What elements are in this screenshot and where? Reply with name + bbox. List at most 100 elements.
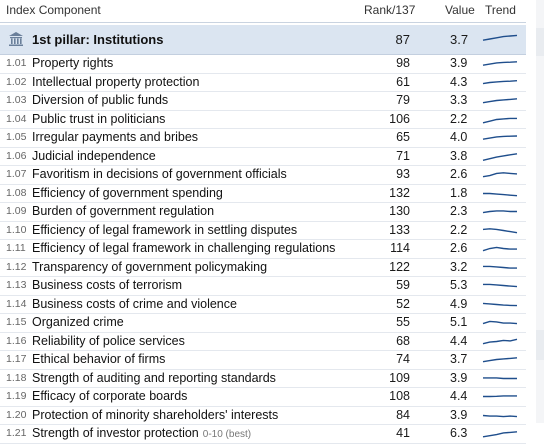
indicator-code: 1.17	[6, 353, 27, 365]
table-row[interactable]: 1.02 Intellectual property protection 61 4.…	[0, 74, 526, 92]
trend-line	[482, 227, 518, 233]
indicator-rank: 106	[389, 111, 410, 126]
trend-line	[482, 302, 518, 306]
indicator-value: 2.6	[450, 241, 468, 255]
trend-line	[482, 246, 517, 252]
indicator-code: 1.20	[6, 408, 27, 421]
indicator-code: 1.08	[6, 186, 27, 199]
trend-line	[482, 135, 518, 140]
table-row[interactable]: 1.08 Efficiency of government spending 132…	[0, 185, 526, 203]
table-row[interactable]: 1.04 Public trust in politicians 106 2.2	[0, 111, 526, 129]
table-row[interactable]: 1.11 Efficiency of legal framework in cha…	[0, 240, 526, 259]
indicator-value: 4.4	[450, 333, 468, 348]
trend-sparkline	[482, 320, 518, 325]
indicator-name: Business costs of crime and violence	[32, 296, 237, 311]
indicator-name: Organized crime	[32, 315, 124, 329]
pillar-value: 3.7	[450, 32, 469, 47]
indicator-note: 0-10 (best)	[202, 429, 252, 440]
trend-sparkline	[482, 152, 518, 161]
trend-line	[482, 431, 518, 438]
trend-line	[483, 395, 517, 398]
trend-line	[482, 79, 518, 84]
indicator-code: 1.19	[6, 390, 27, 402]
indicator-name: Irregular payments and bribes	[32, 130, 199, 144]
indicator-value: 3.9	[450, 407, 468, 422]
trend-line	[482, 117, 517, 123]
indicator-value: 3.9	[450, 56, 468, 70]
indicator-value: 3.9	[450, 370, 468, 385]
institution-building-icon	[9, 32, 23, 46]
table-row[interactable]: 1.06 Judicial independence 71 3.8	[0, 148, 526, 166]
trend-line	[482, 152, 518, 161]
indicator-value: 3.2	[450, 259, 468, 274]
indicator-name: Strength of auditing and reporting stand…	[32, 370, 276, 385]
indicator-rank: 122	[389, 259, 410, 274]
indicator-name: Diversion of public funds	[32, 93, 169, 107]
indicator-name: Efficacy of corporate boards	[32, 389, 188, 403]
indicator-name: Reliability of police services	[32, 333, 185, 348]
table-row[interactable]: 1.21 Strength of investor protection 0-10 …	[0, 425, 526, 444]
table-row[interactable]: 1.01 Property rights 98 3.9	[0, 55, 526, 74]
indicator-value: 1.8	[450, 185, 468, 200]
table-row[interactable]: 1.14 Business costs of crime and violence…	[0, 296, 526, 314]
table-row[interactable]: 1.12 Transparency of government policymak…	[0, 259, 526, 277]
indicator-rank: 41	[396, 426, 410, 440]
indicator-value: 4.4	[450, 389, 468, 403]
table-row[interactable]: 1.07 Favoritism in decisions of governmen…	[0, 166, 526, 185]
trend-line	[482, 414, 518, 417]
indicator-rank: 108	[389, 389, 410, 403]
table-row[interactable]: 1.03 Diversion of public funds 79 3.3	[0, 92, 526, 111]
table-row[interactable]: 1.16 Reliability of police services 68 4.4	[0, 333, 526, 351]
trend-sparkline	[482, 338, 518, 344]
table-row[interactable]: 1.13 Business costs of terrorism 59 5.3	[0, 277, 526, 296]
trend-sparkline	[482, 117, 517, 123]
table-row[interactable]: 1.15 Organized crime 55 5.1	[0, 314, 526, 333]
trend-sparkline	[482, 61, 518, 66]
indicator-code: 1.06	[6, 149, 27, 162]
trend-line	[483, 376, 517, 379]
indicator-code: 1.13	[6, 279, 27, 291]
header-trend: Trend	[485, 3, 516, 17]
trend-line	[482, 320, 518, 325]
indicator-rank: 74	[396, 352, 410, 366]
indicator-name: Judicial independence	[32, 148, 156, 163]
indicator-value: 2.3	[450, 204, 468, 218]
table-row[interactable]: 1.17 Ethical behavior of firms 74 3.7	[0, 351, 526, 370]
pillar-row[interactable]: 1st pillar: Institutions 87 3.7	[0, 25, 526, 55]
header-index-component: Index Component	[6, 3, 101, 17]
table-row[interactable]: 1.18 Strength of auditing and reporting s…	[0, 370, 526, 388]
indicator-name: Efficiency of legal framework in settlin…	[32, 222, 298, 237]
indicator-code: 1.09	[6, 205, 27, 217]
trend-sparkline	[482, 172, 518, 178]
trend-line	[482, 61, 518, 66]
adjacent-panel-edge	[536, 0, 544, 423]
indicator-rank: 52	[396, 296, 410, 311]
table-row[interactable]: 1.19 Efficacy of corporate boards 108 4.4	[0, 388, 526, 407]
trend-sparkline	[482, 98, 518, 104]
indicator-name: Protection of minority shareholders' int…	[32, 407, 279, 422]
indicator-name: Business costs of terrorism	[32, 278, 183, 292]
trend-line	[482, 172, 518, 178]
indicator-rank: 55	[396, 315, 410, 329]
trend-line	[483, 192, 518, 196]
indicator-value: 2.6	[450, 167, 468, 181]
indicator-value: 4.0	[450, 130, 468, 144]
indicator-rank: 65	[396, 130, 410, 144]
indicator-rank: 93	[396, 167, 410, 181]
indicator-name: Efficiency of legal framework in challen…	[32, 241, 336, 255]
table-row[interactable]: 1.10 Efficiency of legal framework in set…	[0, 222, 526, 240]
indicator-code: 1.04	[6, 112, 27, 125]
trend-line	[482, 338, 518, 344]
table-row[interactable]: 1.09 Burden of government regulation 130 2.…	[0, 203, 526, 222]
indicator-code: 1.16	[6, 334, 27, 347]
trend-sparkline	[482, 357, 518, 363]
indicator-rank: 59	[396, 278, 410, 292]
trend-line	[483, 265, 517, 269]
table-row[interactable]: 1.05 Irregular payments and bribes 65 4.0	[0, 129, 526, 148]
trend-sparkline	[483, 395, 517, 398]
table-row[interactable]: 1.20 Protection of minority shareholders'…	[0, 407, 526, 425]
trend-line	[482, 98, 518, 104]
indicator-value: 2.2	[450, 222, 468, 237]
indicator-code: 1.03	[6, 94, 27, 106]
indicator-value: 3.8	[450, 148, 468, 163]
